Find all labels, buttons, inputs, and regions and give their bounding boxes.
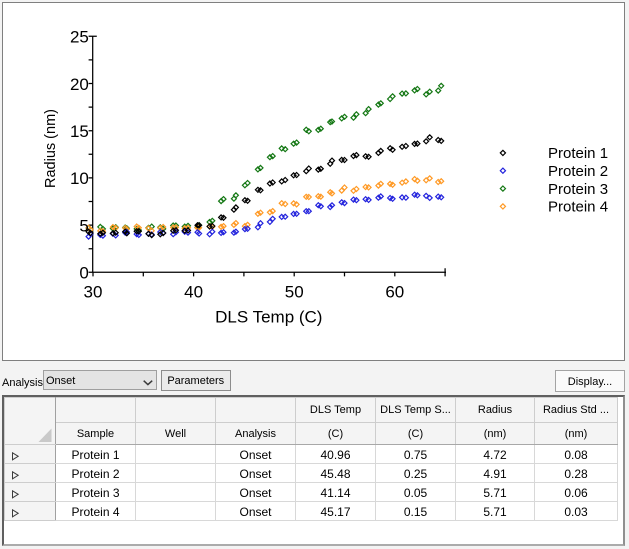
svg-text:25: 25 — [70, 28, 89, 47]
svg-text:10: 10 — [70, 169, 89, 188]
svg-text:50: 50 — [285, 283, 304, 302]
svg-text:DLS Temp (C): DLS Temp (C) — [215, 308, 322, 327]
svg-text:40: 40 — [184, 283, 203, 302]
svg-text:30: 30 — [84, 283, 103, 302]
svg-text:15: 15 — [70, 122, 89, 141]
svg-text:Protein 2: Protein 2 — [548, 163, 608, 180]
svg-text:Protein 1: Protein 1 — [548, 145, 608, 162]
svg-text:Protein 3: Protein 3 — [548, 181, 608, 198]
svg-text:Radius (nm): Radius (nm) — [43, 109, 59, 188]
svg-text:5: 5 — [79, 216, 88, 235]
svg-text:20: 20 — [70, 75, 89, 94]
svg-text:0: 0 — [79, 264, 88, 283]
svg-text:60: 60 — [385, 283, 404, 302]
svg-text:Protein 4: Protein 4 — [548, 199, 608, 216]
